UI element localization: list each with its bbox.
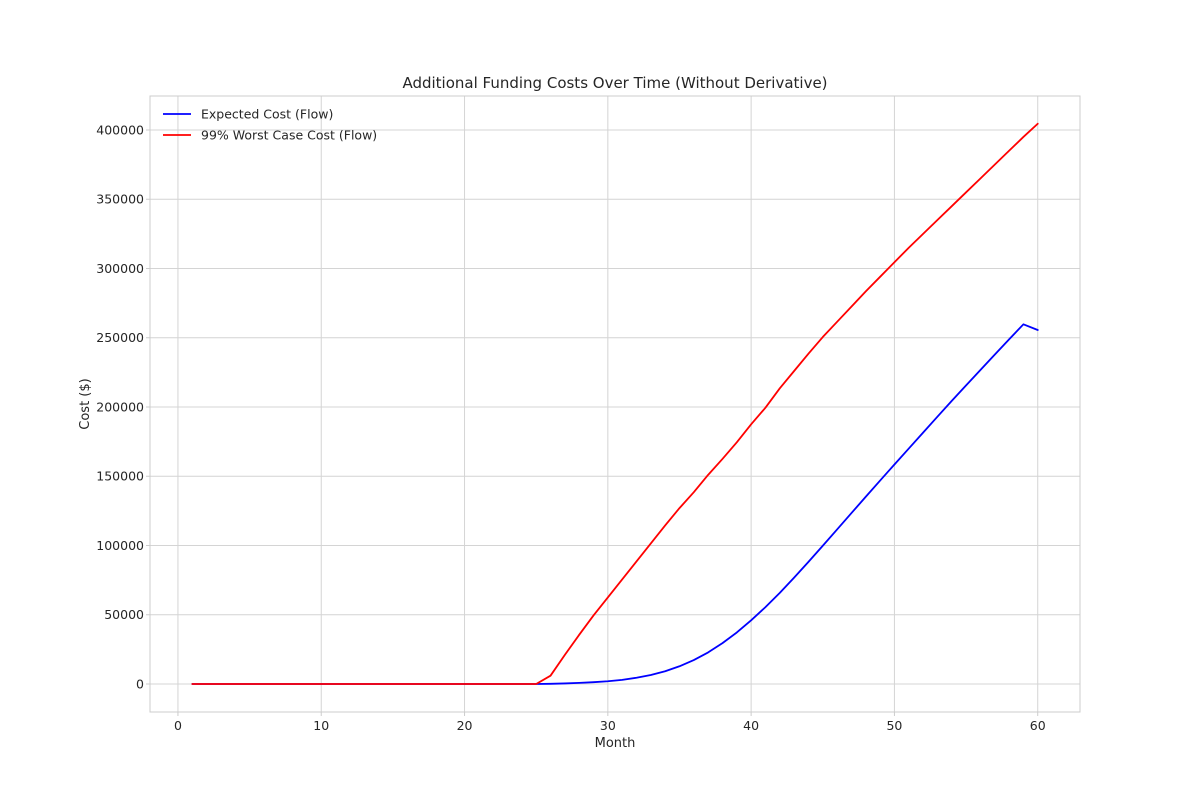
- legend: Expected Cost (Flow) 99% Worst Case Cost …: [163, 107, 377, 143]
- y-tick-label: 300000: [96, 261, 144, 276]
- x-axis-label: Month: [595, 736, 636, 751]
- y-tick-label: 0: [136, 677, 144, 692]
- y-tick-label: 150000: [96, 469, 144, 484]
- x-tick-label: 50: [886, 718, 902, 733]
- grid-layer: [150, 96, 1080, 712]
- y-tick-label: 50000: [104, 607, 144, 622]
- x-tick-label: 40: [743, 718, 759, 733]
- y-tick-label: 200000: [96, 399, 144, 414]
- y-tick-label: 400000: [96, 122, 144, 137]
- y-tick-label: 250000: [96, 330, 144, 345]
- x-tick-label: 10: [313, 718, 329, 733]
- legend-label: 99% Worst Case Cost (Flow): [201, 128, 377, 143]
- series-line-expected-cost: [191, 323, 1039, 685]
- plot-frame: [149, 95, 1081, 713]
- series-layer: [191, 122, 1039, 685]
- series-line-worst-case-cost: [191, 122, 1039, 685]
- y-axis-label: Cost ($): [78, 378, 93, 429]
- x-tick-label: 60: [1030, 718, 1046, 733]
- y-tick-label: 100000: [96, 538, 144, 553]
- tick-layer: 0 10 20 30 40 50 60 0 50000 100000 150000 200000 250…: [96, 122, 1045, 733]
- legend-label: Expected Cost (Flow): [201, 107, 333, 122]
- y-tick-label: 350000: [96, 192, 144, 207]
- x-tick-label: 20: [457, 718, 473, 733]
- x-tick-label: 0: [174, 718, 182, 733]
- chart-title: Additional Funding Costs Over Time (With…: [402, 74, 827, 92]
- x-tick-label: 30: [600, 718, 616, 733]
